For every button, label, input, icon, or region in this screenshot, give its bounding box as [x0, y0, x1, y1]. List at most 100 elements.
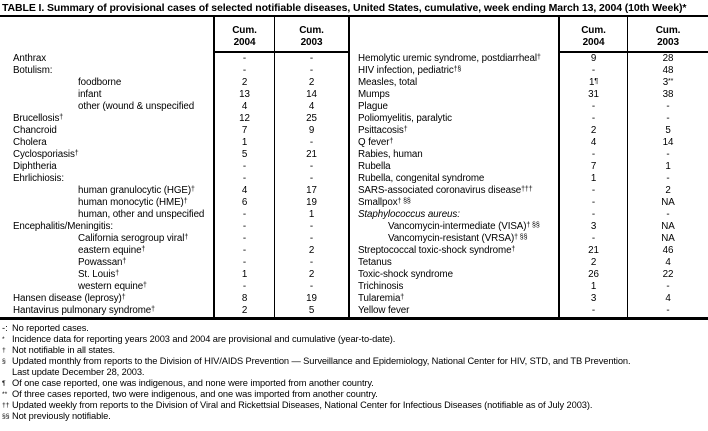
cum-2003-value: 1 [665, 161, 671, 172]
table-row: Hemolytic uremic syndrome, postdiarrheal… [350, 53, 708, 65]
disease-label: Chancroid [13, 125, 57, 136]
cum-2004-value: - [213, 257, 275, 269]
cum-2004-value: 2 [558, 257, 628, 269]
cum-2004-value: - [558, 113, 628, 125]
table-row: California serogroup viral† - - [0, 233, 350, 245]
footnote-marker-superscript: † [183, 198, 188, 205]
cum-2004-value: - [213, 161, 275, 173]
footnote-marker: ** [2, 391, 8, 398]
cum-2004-value: 3 [558, 221, 628, 233]
cum-2003-value: - [275, 65, 350, 77]
footnote-marker-superscript: † [143, 282, 147, 289]
table-row: Plague - - [350, 101, 708, 113]
cum-2004-value: 7 [558, 161, 628, 173]
footnote-marker-superscript: † [115, 270, 120, 277]
footnote-text: Incidence data for reporting years 2003 … [12, 334, 396, 344]
cum-2004-value: 26 [558, 269, 628, 281]
footnote: Last update December 28, 2003. [2, 367, 706, 378]
cum-2003-value: 4 [665, 293, 671, 304]
table-row: Streptococcal toxic-shock syndrome† 21 46 [350, 245, 708, 257]
table-row: Psittacosis† 2 5 [350, 125, 708, 137]
cum-2004-value: 1 [558, 173, 628, 185]
footnote-marker-superscript: † [141, 246, 146, 253]
footnote-text: Of one case reported, one was indigenous… [12, 378, 374, 388]
table-row: Smallpox† §§ - NA [350, 197, 708, 209]
cum-2003-value: - [275, 281, 350, 293]
table-row: Tetanus 2 4 [350, 257, 708, 269]
footnote-text: Last update December 28, 2003. [12, 367, 145, 377]
table-row: human granulocytic (HGE)† 4 17 [0, 185, 350, 197]
footnote: §§ Not previously notifiable. [2, 411, 706, 422]
cum-2003-value: 28 [662, 53, 674, 64]
disease-label: Vancomycin-intermediate (VISA)† §§ [388, 221, 540, 232]
footnote-marker: †† [2, 402, 10, 409]
cum-2004-value: - [558, 185, 628, 197]
cum-2003-value: - [666, 209, 670, 220]
table-row: foodborne 2 2 [0, 77, 350, 89]
cum-2003-value: 9 [275, 125, 350, 137]
table-header-row: Cum. 2004 Cum. 2003 [0, 17, 350, 53]
header-cum-label: Cum. [232, 25, 257, 36]
footnote-marker-superscript: † §§ [526, 222, 540, 229]
column-header-cum-2003: Cum. 2003 [628, 17, 708, 53]
cum-2004-value: 7 [213, 125, 275, 137]
footnote-marker-superscript: ** [668, 78, 674, 85]
footnote: †† Updated weekly from reports to the Div… [2, 400, 706, 411]
header-cum-label: Cum. [299, 25, 324, 36]
disease-label: Hemolytic uremic syndrome, postdiarrheal… [358, 53, 541, 64]
footnote-marker-superscript: † §§ [397, 198, 411, 205]
cum-2004-value: - [213, 233, 275, 245]
cum-2003-value: NA [661, 197, 675, 208]
cum-2004-value: 13 [213, 89, 275, 101]
table-row: Hansen disease (leprosy)† 8 19 [0, 293, 350, 305]
cum-2003-value: - [275, 233, 350, 245]
disease-label: Smallpox† §§ [358, 197, 411, 208]
footnote-text: Of three cases reported, two were indige… [12, 389, 378, 399]
cum-2003-value: - [275, 257, 350, 269]
cum-2003-value: 19 [275, 197, 350, 209]
table-row: Trichinosis 1 - [350, 281, 708, 293]
footnote-text: Updated monthly from reports to the Divi… [12, 356, 631, 366]
cum-2004-value: - [213, 65, 275, 77]
footnotes-section: -: No reported cases. * Incidence data for … [2, 323, 706, 422]
footnote-marker: † [2, 347, 6, 354]
table-row: Vancomycin-resistant (VRSA)† §§ - NA [350, 233, 708, 245]
disease-label: Tetanus [358, 257, 392, 268]
table-row: Q fever† 4 14 [350, 137, 708, 149]
cum-2004-value: - [558, 209, 628, 221]
table-row: Cholera 1- [0, 137, 350, 149]
cum-2003-value: - [666, 149, 670, 160]
table-row: Chancroid 7 9 [0, 125, 350, 137]
table-row: infant 13 14 [0, 89, 350, 101]
table-row: eastern equine† -2 [0, 245, 350, 257]
footnote-text: Not notifiable in all states. [12, 345, 116, 355]
disease-label: Q fever† [358, 137, 394, 148]
cum-2004-value: 4 [213, 185, 275, 197]
footnote-marker: * [2, 336, 5, 343]
cum-2003-value: 3** [662, 77, 674, 88]
disease-label: Rabies, human [358, 149, 423, 160]
disease-label: Tularemia† [358, 293, 405, 304]
cum-2004-value: - [558, 197, 628, 209]
disease-label: Mumps [358, 89, 390, 100]
table-left-half: Cum. 2004 Cum. 2003 Anthrax - - Botulism: - -… [0, 17, 350, 317]
table-row: Tularemia† 3 4 [350, 293, 708, 305]
cum-2003-value: 19 [275, 293, 350, 305]
table-row: Mumps 31 38 [350, 89, 708, 101]
cum-2003-value: 2 [275, 269, 350, 281]
footnote-marker-superscript: † [191, 186, 195, 193]
footnote: * Incidence data for reporting years 2003… [2, 334, 706, 345]
cum-2003-value: 5 [665, 125, 671, 136]
disease-label: Hansen disease (leprosy)† [13, 293, 126, 304]
disease-label: foodborne [78, 77, 122, 88]
cum-2004-value: 12 [213, 113, 275, 125]
cum-2003-value: 25 [275, 113, 350, 125]
footnote-marker-superscript: † [59, 114, 64, 121]
table-top-rule [0, 15, 708, 17]
cum-2003-value: 2 [275, 77, 350, 89]
table-row: St. Louis† 1 2 [0, 269, 350, 281]
footnote-marker-superscript: † [151, 306, 155, 313]
cum-2003-value: NA [661, 221, 675, 232]
footnote: § Updated monthly from reports to the Div… [2, 356, 706, 367]
cum-2003-value: NA [661, 233, 675, 244]
